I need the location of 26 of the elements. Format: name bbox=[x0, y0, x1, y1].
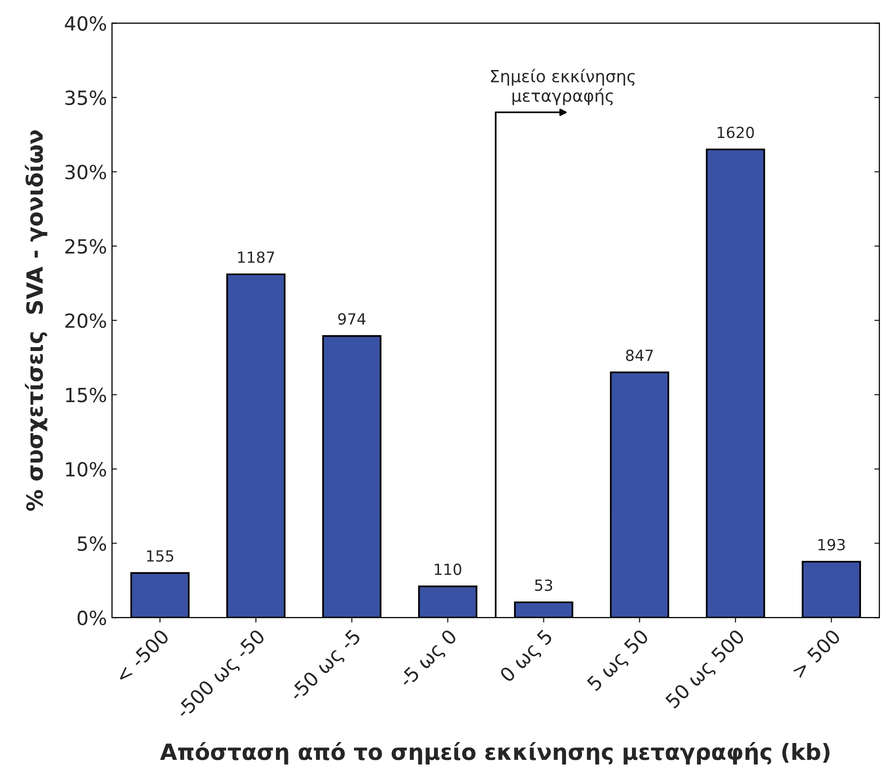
annotation: 974 bbox=[338, 313, 366, 325]
y-tick-label: 25% bbox=[65, 239, 106, 254]
y-tick-label: 20% bbox=[65, 313, 106, 328]
annotation: 1187 bbox=[238, 251, 274, 264]
x-tick-label: > 500 bbox=[790, 628, 842, 679]
x-tick-label: 0 ως 5 bbox=[498, 628, 556, 686]
y-tick-label: 15% bbox=[66, 388, 106, 402]
annotation: 193 bbox=[818, 538, 845, 550]
annotation: 155 bbox=[147, 550, 174, 562]
x-tick-label: -50 ως -5 bbox=[288, 628, 364, 704]
annotation: 847 bbox=[626, 350, 653, 362]
y-tick-label: 40% bbox=[64, 16, 106, 31]
annotation: 53 bbox=[535, 579, 552, 591]
annotation: Σημείο εκκίνησης μεταγραφής bbox=[491, 68, 635, 106]
y-tick-label: 30% bbox=[65, 164, 106, 180]
x-axis-title: Απόσταση από το σημείο εκκίνησης μεταγραφής (kb) bbox=[160, 742, 830, 764]
annotation: 110 bbox=[434, 564, 462, 576]
y-tick-label: 35% bbox=[65, 90, 106, 106]
annotation: 1620 bbox=[718, 126, 754, 138]
y-tick-label: 0% bbox=[78, 610, 106, 626]
x-tick-label: -5 ως 0 bbox=[398, 628, 460, 691]
y-tick-label: 10% bbox=[66, 462, 106, 477]
x-tick-label: 50 ως 500 bbox=[664, 628, 748, 712]
y-axis-title: % συσχετίσεις SVA - γονιδίων bbox=[24, 130, 48, 511]
x-tick-label: 5 ως 50 bbox=[586, 628, 652, 694]
y-tick-label: 5% bbox=[78, 536, 106, 551]
